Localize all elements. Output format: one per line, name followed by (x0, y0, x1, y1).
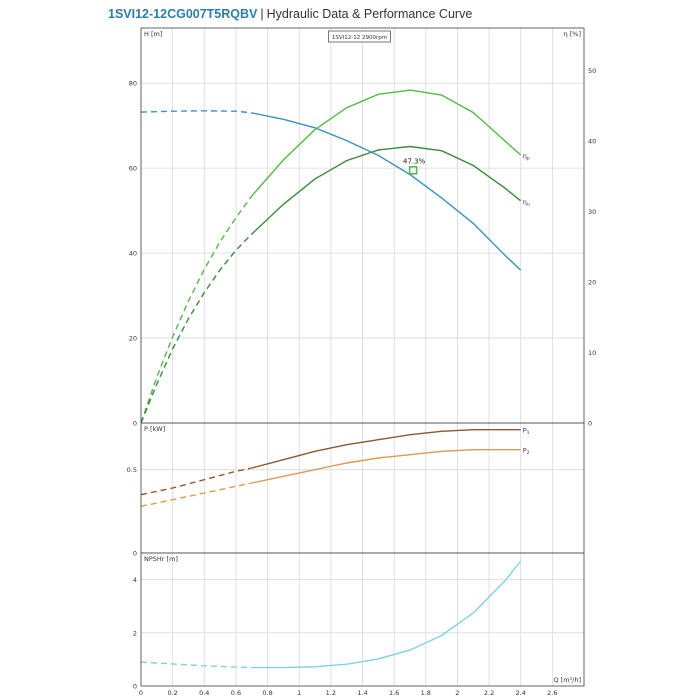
bep-label: 47.3% (403, 157, 426, 165)
p1-series-label: P1 (523, 427, 530, 437)
head-y-tick-label: 80 (129, 80, 137, 88)
eta_p-curve-dashed (140, 195, 253, 424)
model-title: 1SVI12-12CG007T5RQBV (108, 7, 258, 21)
x-axis-label: Q [m³/h] (553, 676, 581, 684)
head-y2-tick-label: 0 (588, 420, 592, 428)
x-tick-label: 0 (139, 689, 143, 697)
head-y-tick-label: 60 (129, 165, 137, 173)
head-curve (251, 112, 522, 271)
x-tick-label: 1 (297, 689, 301, 697)
p2-curve (251, 449, 521, 484)
power-y-tick-label: 0 (133, 550, 137, 558)
series-layer (140, 89, 522, 669)
p1-curve-dashed (140, 467, 252, 496)
head-y-tick-label: 40 (129, 250, 137, 258)
bep-marker (408, 166, 418, 175)
power-y-axis-label: P [kW] (144, 425, 165, 433)
head-y2-tick-label: 40 (588, 137, 596, 145)
x-tick-label: 0.4 (199, 689, 209, 697)
title-separator: | (260, 7, 264, 21)
eta_u-curve (251, 145, 522, 235)
head-y2-tick-label: 30 (588, 208, 596, 216)
eta_p-curve (251, 89, 522, 197)
head-y-tick-label: 20 (129, 335, 137, 343)
speed-label: 1SVI12-12 2900rpm (332, 35, 387, 41)
x-tick-label: 0.6 (231, 689, 241, 697)
chart-subtitle: Hydraulic Data & Performance Curve (266, 7, 473, 21)
npsh-y-tick-label: 2 (133, 629, 137, 637)
x-tick-label: 1.2 (326, 689, 336, 697)
head-curve-dashed (140, 110, 252, 114)
grid-lines (140, 28, 584, 686)
power-y-tick-label: 0.5 (127, 466, 137, 474)
p1-curve (251, 429, 521, 469)
x-tick-label: 1.8 (421, 689, 431, 697)
p2-curve-dashed (140, 482, 252, 507)
x-tick-label: 2.6 (547, 689, 557, 697)
head-y2-tick-label: 50 (588, 67, 596, 75)
head-y2-tick-label: 10 (588, 349, 596, 357)
eta_u-curve-dashed (140, 233, 253, 424)
head-y-axis-label: H [m] (144, 30, 162, 38)
p2-series-label: P2 (523, 447, 530, 457)
eta_p-series-label: ηp (523, 152, 530, 162)
speed-label-box (328, 30, 391, 43)
npsh-y-tick-label: 0 (133, 683, 137, 691)
npsh-y-axis-label: NPSHr [m] (144, 555, 178, 563)
x-tick-label: 1.4 (357, 689, 367, 697)
head-y2-tick-label: 20 (588, 278, 596, 286)
x-tick-label: 2.2 (484, 689, 494, 697)
npsh-panel-frame (140, 552, 585, 687)
chart-header: 1SVI12-12CG007T5RQBV | Hydraulic Data & Pe… (108, 7, 472, 25)
x-tick-label: 2 (455, 689, 459, 697)
x-tick-label: 0.8 (262, 689, 272, 697)
head-y-tick-label: 0 (133, 420, 137, 428)
x-tick-label: 1.6 (389, 689, 399, 697)
npsh-curve (251, 560, 522, 669)
x-tick-label: 0.2 (167, 689, 177, 697)
head-y2-axis-label: η [%] (564, 30, 581, 38)
eta_u-series-label: ηu (523, 198, 530, 208)
npsh-y-tick-label: 4 (133, 576, 137, 584)
npsh-curve-dashed (140, 661, 252, 669)
x-tick-label: 2.4 (516, 689, 526, 697)
panel-frames (140, 27, 585, 687)
